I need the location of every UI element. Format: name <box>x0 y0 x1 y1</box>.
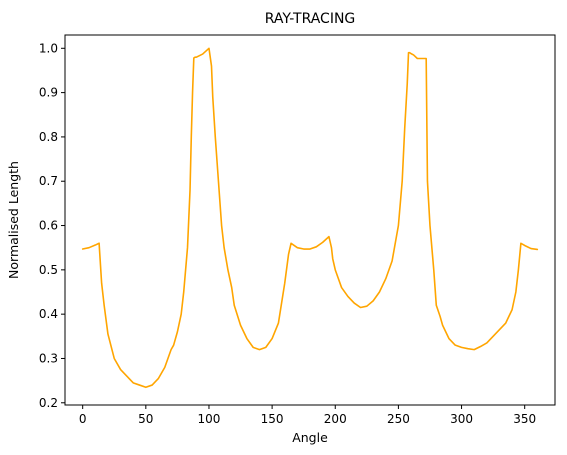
y-tick-label: 0.9 <box>39 86 58 100</box>
x-tick-label: 200 <box>324 412 347 426</box>
y-tick-label: 0.4 <box>39 307 58 321</box>
y-axis-title: Normalised Length <box>6 161 21 279</box>
y-tick-label: 0.2 <box>39 396 58 410</box>
series-layer <box>81 47 539 389</box>
y-tick-label: 0.3 <box>39 351 58 365</box>
y-tick-label: 0.6 <box>39 219 58 233</box>
series-line-0 <box>81 47 539 389</box>
x-tick-label: 0 <box>79 412 87 426</box>
plot-frame <box>64 34 556 406</box>
plot-area <box>65 35 555 405</box>
chart-title: RAY-TRACING <box>265 11 356 27</box>
y-ticks: 0.2 0.3 0.4 0.5 0.6 0.7 0.8 0.9 1.0 <box>39 41 65 410</box>
x-tick-label: 250 <box>387 412 410 426</box>
x-tick-label: 350 <box>513 412 536 426</box>
y-tick-label: 0.8 <box>39 130 58 144</box>
x-axis-title: Angle <box>292 430 328 445</box>
x-tick-label: 50 <box>138 412 153 426</box>
y-tick-label: 0.5 <box>39 263 58 277</box>
x-tick-label: 150 <box>261 412 284 426</box>
y-tick-label: 1.0 <box>39 41 58 55</box>
x-tick-label: 100 <box>198 412 221 426</box>
x-ticks: 0 50 100 150 200 250 300 350 <box>79 405 536 426</box>
x-tick-label: 300 <box>450 412 473 426</box>
y-tick-label: 0.7 <box>39 174 58 188</box>
